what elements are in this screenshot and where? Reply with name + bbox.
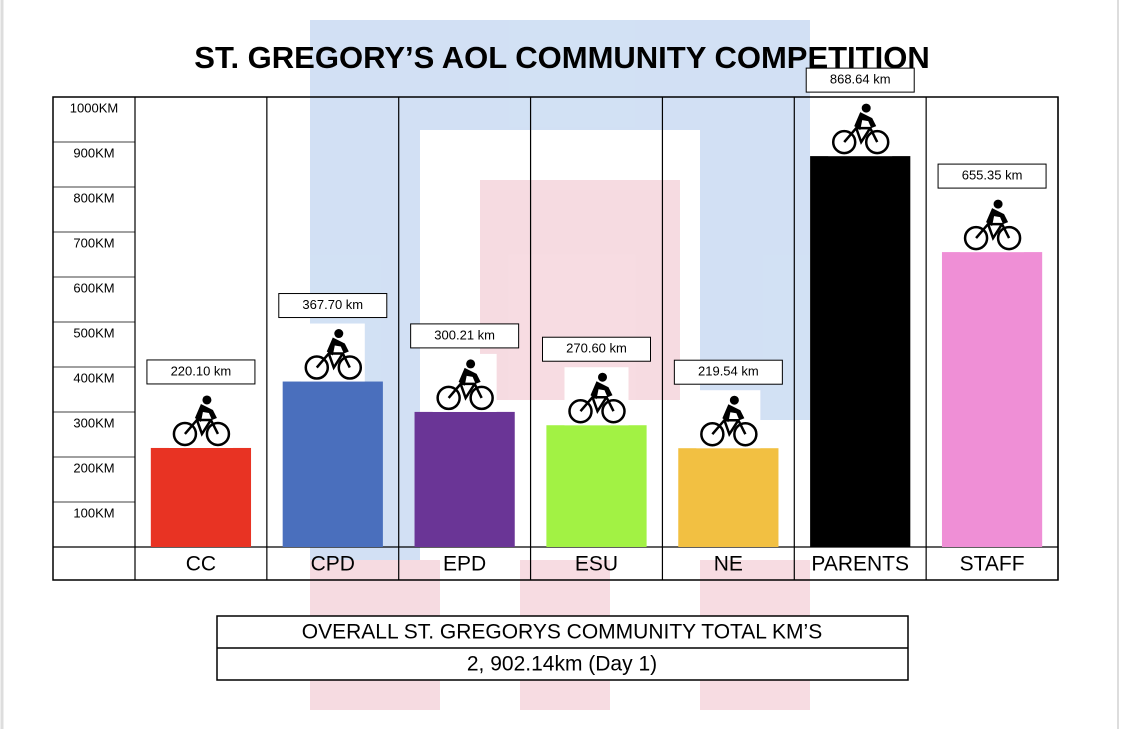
value-label-box: [937, 163, 1047, 189]
cyclist-icon: [960, 194, 1025, 253]
wheel: [436, 385, 461, 411]
bar: [150, 447, 252, 547]
y-tick-label: 300KM: [73, 415, 114, 430]
wheel: [469, 385, 494, 411]
y-tick-label: 600KM: [73, 280, 114, 295]
wheel: [601, 398, 626, 424]
rider: [326, 337, 349, 356]
bar: [546, 425, 647, 547]
wheel: [700, 421, 725, 447]
frame: [315, 352, 351, 371]
wheel: [304, 355, 330, 380]
y-tick-label: 1000KM: [70, 100, 118, 115]
head: [466, 359, 476, 369]
value-label: 367.70 km: [302, 297, 363, 312]
y-tick-label: 400KM: [73, 370, 114, 385]
y-tick-label: 100KM: [73, 505, 114, 520]
x-tick-label: CPD: [311, 553, 355, 576]
value-label: 219.54 km: [698, 364, 759, 379]
y-tick-label: 800KM: [73, 190, 114, 205]
frame: [975, 222, 1011, 241]
head: [861, 103, 871, 113]
x-tick-label: STAFF: [960, 553, 1025, 576]
bar: [678, 448, 779, 547]
frame: [579, 395, 615, 415]
wheel: [963, 225, 989, 251]
value-label: 868.64 km: [830, 72, 891, 87]
value-label-box: [673, 359, 783, 385]
wheel: [831, 129, 857, 155]
wheel: [337, 355, 363, 380]
cyclist-icon: [696, 390, 761, 449]
frame: [183, 418, 220, 437]
rider: [854, 112, 877, 131]
head: [598, 372, 607, 382]
rider: [458, 367, 481, 386]
head: [729, 395, 739, 405]
bar: [810, 156, 911, 547]
bar: [941, 252, 1043, 547]
y-tick-label: 500KM: [73, 325, 114, 340]
cyclist-icon: [168, 389, 233, 448]
rider: [722, 404, 745, 423]
x-tick-label: NE: [714, 553, 743, 576]
value-label-box: [805, 67, 915, 93]
frame: [843, 126, 879, 145]
value-label: 220.10 km: [171, 363, 232, 378]
head: [334, 329, 344, 339]
head: [202, 395, 212, 405]
y-tick-label: 200KM: [73, 460, 114, 475]
x-tick-label: CC: [186, 553, 216, 576]
wheel: [172, 421, 198, 447]
value-label: 655.35 km: [962, 168, 1023, 183]
wheel: [205, 421, 231, 447]
value-label-box: [410, 323, 520, 349]
head: [993, 199, 1003, 209]
cyclist-icon: [564, 367, 629, 426]
value-label-box: [542, 336, 651, 362]
value-label: 300.21 km: [434, 327, 495, 342]
x-tick-label: PARENTS: [811, 553, 909, 576]
y-tick-label: 700KM: [73, 235, 114, 250]
value-label-box: [146, 359, 256, 385]
cyclist-icon: [828, 98, 893, 157]
wheel: [864, 129, 890, 155]
y-tick-label: 900KM: [73, 145, 114, 160]
wheel: [568, 398, 593, 424]
table-heading: OVERALL ST. GREGORYS COMMUNITY TOTAL KM’…: [302, 621, 822, 644]
x-tick-label: EPD: [443, 553, 486, 576]
wheel: [996, 225, 1022, 251]
value-label: 270.60 km: [566, 341, 627, 356]
bar: [282, 381, 383, 547]
value-label-box: [278, 293, 388, 319]
frame: [447, 382, 483, 401]
rider: [194, 403, 217, 422]
frame: [711, 418, 747, 438]
rider: [590, 381, 613, 400]
wheel: [733, 421, 758, 447]
rider: [986, 208, 1009, 227]
x-tick-label: ESU: [575, 553, 618, 576]
cyclist-icon: [300, 323, 365, 382]
cyclist-icon: [432, 353, 497, 412]
table-total: 2, 902.14km (Day 1): [467, 653, 657, 676]
bar: [414, 411, 515, 547]
